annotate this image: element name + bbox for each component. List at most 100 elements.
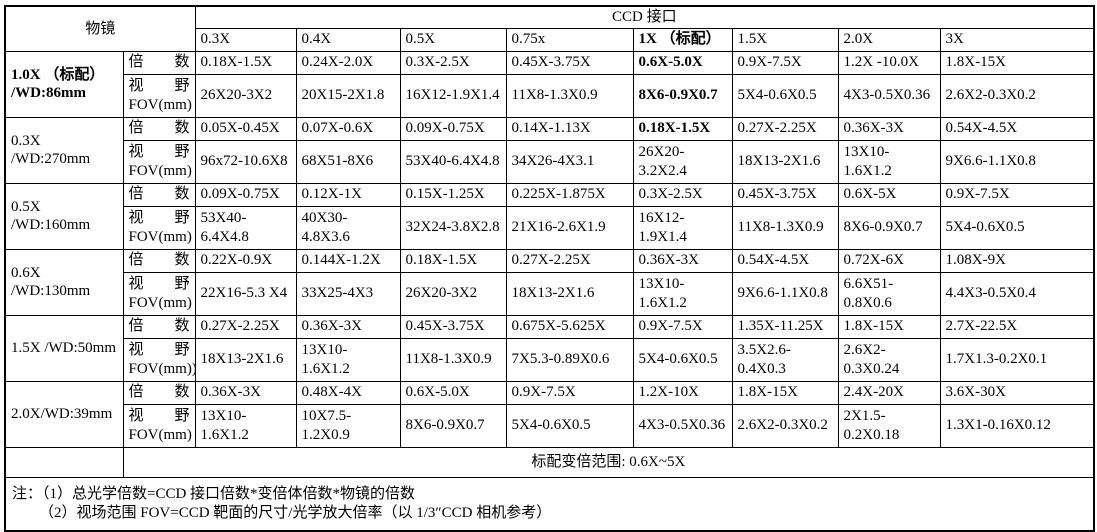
mag-cell: 0.15X-1.25X	[399, 182, 507, 207]
footer-empty-cell	[4, 446, 124, 478]
fov-cell: 5X4-0.6X0.5	[939, 205, 1095, 250]
mag-label: 倍数	[128, 120, 190, 137]
mag-cell: 1.8X-15X	[731, 380, 839, 405]
mag-cell: 0.3X-2.5X	[399, 50, 507, 75]
fov-cell: 11X8-1.3X0.9	[505, 73, 634, 118]
fov-unit: FOV(mm)	[128, 96, 192, 113]
fov-cell: 9X6.6-1.1X0.8	[939, 139, 1095, 184]
fov-cell: 32X24-3.8X2.8	[399, 205, 507, 250]
fov-label: 视野	[128, 144, 190, 160]
mag-cell: 0.9X-7.5X	[731, 50, 839, 75]
mag-cell: 0.36X-3X	[295, 314, 401, 339]
fov-cell: 13X10-1.6X1.2	[632, 271, 733, 316]
fov-cell: 1.3X1-0.16X0.12	[939, 403, 1095, 448]
mag-cell: 0.07X-0.6X	[295, 116, 401, 141]
ccd-header: CCD 接口	[194, 5, 1095, 29]
mag-cell: 0.54X-4.5X	[731, 248, 839, 273]
sub-label-fov: 视野 FOV(mm)	[122, 73, 196, 118]
mag-cell: 0.27X-2.25X	[505, 248, 634, 273]
fov-cell: 5X4-0.6X0.5	[632, 337, 733, 382]
fov-cell: 4.4X3-0.5X0.4	[939, 271, 1095, 316]
note-line-1: 注：（1）总光学倍数=CCD 接口倍数*变倍体倍数*物镜的倍数	[12, 486, 416, 503]
fov-label: 视野	[128, 210, 190, 226]
fov-label: 视野	[128, 276, 190, 292]
fov-cell: 53X40-6.4X4.8	[399, 139, 507, 184]
fov-cell: 2.6X2-0.3X0.2	[939, 73, 1095, 118]
fov-cell: 26X20-3X2	[194, 73, 297, 118]
fov-cell: 22X16-5.3 X4	[194, 271, 297, 316]
fov-cell: 11X8-1.3X0.9	[731, 205, 839, 250]
mag-label: 倍数	[128, 54, 190, 71]
mag-label: 倍数	[128, 318, 190, 335]
fov-cell: 2X1.5-0.2X0.18	[837, 403, 941, 448]
fov-cell: 2.6X2-0.3X0.24	[837, 337, 941, 382]
fov-cell: 16X12-1.9X1.4	[632, 205, 733, 250]
column-header: 0.4X	[295, 27, 401, 52]
objective-label: 0.5X /WD:160mm	[4, 182, 124, 250]
mag-cell: 0.36X-3X	[837, 116, 941, 141]
mag-cell: 1.08X-9X	[939, 248, 1095, 273]
sub-label-fov: 视野 FOV(mm)	[122, 205, 196, 250]
objective-label: 2.0X/WD:39mm	[4, 380, 124, 448]
mag-cell: 0.05X-0.45X	[194, 116, 297, 141]
mag-label: 倍数	[128, 252, 190, 269]
objective-header: 物镜	[4, 5, 196, 52]
column-header: 0.75x	[505, 27, 634, 52]
fov-cell: 10X7.5-1.2X0.9	[295, 403, 401, 448]
fov-cell: 1.7X1.3-0.2X0.1	[939, 337, 1095, 382]
mag-cell: 0.45X-3.75X	[399, 314, 507, 339]
mag-cell: 0.6X-5.0X	[632, 50, 733, 75]
mag-cell: 0.675X-5.625X	[505, 314, 634, 339]
mag-cell: 0.225X-1.875X	[505, 182, 634, 207]
mag-cell: 0.24X-2.0X	[295, 50, 401, 75]
fov-cell: 9X6.6-1.1X0.8	[731, 271, 839, 316]
sub-label-fov: 视野 FOV(mm)	[122, 403, 196, 448]
mag-cell: 0.18X-1.5X	[399, 248, 507, 273]
fov-cell: 53X40-6.4X4.8	[194, 205, 297, 250]
column-header: 3X	[939, 27, 1095, 52]
mag-cell: 0.72X-6X	[837, 248, 941, 273]
fov-cell: 4X3-0.5X0.36	[837, 73, 941, 118]
fov-cell: 18X13-2X1.6	[731, 139, 839, 184]
column-header: 0.3X	[194, 27, 297, 52]
sub-label-mag: 倍数	[122, 314, 196, 339]
fov-cell: 18X13-2X1.6	[505, 271, 634, 316]
objective-label: 1.5X /WD:50mm	[4, 314, 124, 382]
mag-label: 倍数	[128, 384, 190, 401]
fov-cell: 26X20-3.2X2.4	[632, 139, 733, 184]
mag-cell: 0.36X-3X	[194, 380, 297, 405]
mag-cell: 0.18X-1.5X	[632, 116, 733, 141]
fov-unit: FOV(mm)	[128, 294, 192, 311]
mag-cell: 0.45X-3.75X	[505, 50, 634, 75]
fov-cell: 16X12-1.9X1.4	[399, 73, 507, 118]
fov-cell: 13X10-1.6X1.2	[295, 337, 401, 382]
mag-cell: 2.7X-22.5X	[939, 314, 1095, 339]
mag-cell: 0.48X-4X	[295, 380, 401, 405]
column-header-standard: 1X （标配）	[632, 27, 733, 52]
fov-cell: 13X10-1.6X1.2	[194, 403, 297, 448]
sub-label-fov: 视野 FOV(mm)	[122, 139, 196, 184]
fov-cell: 40X30-4.8X3.6	[295, 205, 401, 250]
mag-cell: 2.4X-20X	[837, 380, 941, 405]
mag-cell: 0.45X-3.75X	[731, 182, 839, 207]
fov-cell: 8X6-0.9X0.7	[837, 205, 941, 250]
mag-cell: 1.8X-15X	[939, 50, 1095, 75]
mag-cell: 0.09X-0.75X	[399, 116, 507, 141]
mag-cell: 0.144X-1.2X	[295, 248, 401, 273]
mag-label: 倍数	[128, 186, 190, 203]
fov-cell: 3.5X2.6-0.4X0.3	[731, 337, 839, 382]
sub-label-mag: 倍数	[122, 182, 196, 207]
sub-label-fov: 视野 FOV(mm))	[122, 337, 196, 382]
sub-label-mag: 倍数	[122, 50, 196, 75]
fov-cell: 96x72-10.6X8	[194, 139, 297, 184]
mag-cell: 0.9X-7.5X	[939, 182, 1095, 207]
mag-cell: 0.54X-4.5X	[939, 116, 1095, 141]
sub-label-mag: 倍数	[122, 380, 196, 405]
fov-cell: 8X6-0.9X0.7	[399, 403, 507, 448]
fov-cell: 34X26-4X3.1	[505, 139, 634, 184]
fov-label: 视野	[128, 78, 190, 94]
objective-label: 1.0X （标配） /WD:86mm	[4, 50, 124, 118]
mag-cell: 3.6X-30X	[939, 380, 1095, 405]
mag-cell: 1.2X -10.0X	[837, 50, 941, 75]
